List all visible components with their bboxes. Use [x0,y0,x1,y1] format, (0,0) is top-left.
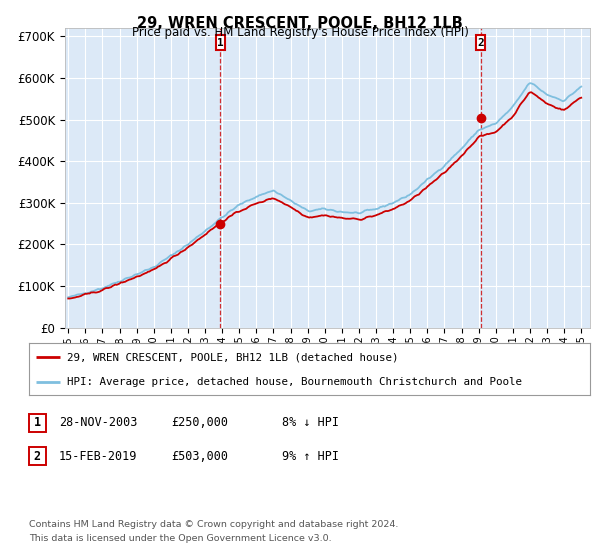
Text: 2: 2 [34,450,41,463]
Text: 28-NOV-2003: 28-NOV-2003 [59,416,137,430]
Text: £250,000: £250,000 [171,416,228,430]
Text: 29, WREN CRESCENT, POOLE, BH12 1LB (detached house): 29, WREN CRESCENT, POOLE, BH12 1LB (deta… [67,352,398,362]
Text: 8% ↓ HPI: 8% ↓ HPI [282,416,339,430]
Text: 29, WREN CRESCENT, POOLE, BH12 1LB: 29, WREN CRESCENT, POOLE, BH12 1LB [137,16,463,31]
Text: Price paid vs. HM Land Registry's House Price Index (HPI): Price paid vs. HM Land Registry's House … [131,26,469,39]
Text: HPI: Average price, detached house, Bournemouth Christchurch and Poole: HPI: Average price, detached house, Bour… [67,377,522,387]
Text: 2: 2 [478,38,484,48]
Text: Contains HM Land Registry data © Crown copyright and database right 2024.: Contains HM Land Registry data © Crown c… [29,520,398,529]
Text: 1: 1 [217,38,224,48]
Text: This data is licensed under the Open Government Licence v3.0.: This data is licensed under the Open Gov… [29,534,331,543]
Text: 1: 1 [34,416,41,430]
Text: 15-FEB-2019: 15-FEB-2019 [59,450,137,463]
Bar [476,35,485,50]
Text: £503,000: £503,000 [171,450,228,463]
Bar [215,35,225,50]
Text: 9% ↑ HPI: 9% ↑ HPI [282,450,339,463]
